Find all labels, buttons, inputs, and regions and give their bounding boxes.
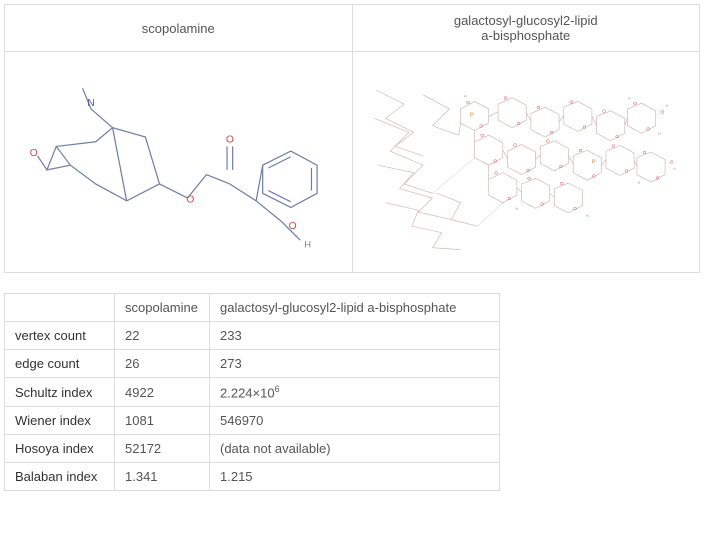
compound-name-2-line1: galactosyl-glucosyl2-lipid [454,13,598,28]
cell-value: 1081 [115,407,210,435]
svg-text:H: H [665,104,668,108]
svg-text:O: O [480,133,484,138]
svg-text:O: O [578,148,582,153]
svg-text:H: H [658,132,661,136]
cell-value: 4922 [115,378,210,407]
structure-cell-1: N O O O O H [5,52,353,273]
svg-text:O: O [582,125,586,130]
svg-text:H: H [585,214,588,218]
svg-text:O: O [573,206,577,211]
cell-value-unavailable: (data not available) [210,435,500,463]
svg-text:O: O [669,159,673,164]
cell-value: 546970 [210,407,500,435]
svg-text:P: P [469,112,473,118]
svg-text:H: H [628,97,631,101]
svg-text:O: O [513,142,517,147]
svg-text:O: O [642,150,646,155]
compound-header-1: scopolamine [5,5,353,52]
cell-value: 1.341 [115,463,210,491]
svg-text:H: H [463,95,466,99]
svg-text:O: O [611,143,615,148]
svg-text:O: O [615,134,619,139]
cell-value: 26 [115,350,210,378]
compound-name-2-line2: a-bisphosphate [481,28,570,43]
svg-text:O: O [549,130,553,135]
svg-text:O: O [507,196,511,201]
property-table: scopolamine galactosyl-glucosyl2-lipid a… [4,293,500,491]
structure-cell-2: OO OO OO OO OO OO OO OO OO OO OO OO OO O… [352,52,700,273]
svg-text:O: O [527,176,531,181]
svg-text:H: H [304,240,311,250]
svg-text:O: O [479,124,483,129]
svg-text:O: O [503,96,507,101]
svg-text:H: H [515,207,518,211]
svg-text:O: O [30,148,38,159]
compound-structure-row: N O O O O H [5,52,700,273]
svg-text:O: O [602,109,606,114]
table-row: edge count 26 273 [5,350,500,378]
svg-text:N: N [87,98,94,109]
row-label: Wiener index [5,407,115,435]
svg-text:O: O [646,126,650,131]
svg-text:O: O [633,101,637,106]
scopolamine-structure: N O O O O H [15,62,342,259]
svg-text:O: O [559,164,563,169]
svg-text:O: O [624,169,628,174]
svg-text:O: O [569,99,573,104]
svg-text:H: H [673,167,676,171]
empty-corner-cell [5,294,115,322]
cell-value: 22 [115,322,210,350]
table-row: Balaban index 1.341 1.215 [5,463,500,491]
svg-text:O: O [186,195,194,206]
row-label: Hosoya index [5,435,115,463]
svg-text:O: O [516,121,520,126]
compound-header-2: galactosyl-glucosyl2-lipid a-bisphosphat… [352,5,700,52]
cell-value: 233 [210,322,500,350]
svg-text:O: O [226,135,234,146]
row-label: Schultz index [5,378,115,407]
svg-text:O: O [494,171,498,176]
row-label: vertex count [5,322,115,350]
table-row: vertex count 22 233 [5,322,500,350]
compound-name-1: scopolamine [142,21,215,36]
cell-value: 52172 [115,435,210,463]
svg-text:P: P [591,159,595,165]
galactosyl-structure: OO OO OO OO OO OO OO OO OO OO OO OO OO O… [363,62,690,259]
svg-text:O: O [545,139,549,144]
col-header-2: galactosyl-glucosyl2-lipid a-bisphosphat… [210,294,500,322]
svg-text:O: O [536,105,540,110]
table-row: Hosoya index 52172 (data not available) [5,435,500,463]
table-row: Schultz index 4922 2.224×106 [5,378,500,407]
property-header-row: scopolamine galactosyl-glucosyl2-lipid a… [5,294,500,322]
svg-text:O: O [560,181,564,186]
compound-structure-table: scopolamine galactosyl-glucosyl2-lipid a… [4,4,700,273]
row-label: edge count [5,350,115,378]
cell-value: 1.215 [210,463,500,491]
svg-text:O: O [466,100,470,105]
cell-value: 273 [210,350,500,378]
col-header-1: scopolamine [115,294,210,322]
compound-header-row: scopolamine galactosyl-glucosyl2-lipid a… [5,5,700,52]
svg-text:O: O [591,173,595,178]
svg-text:O: O [289,221,297,232]
table-row: Wiener index 1081 546970 [5,407,500,435]
svg-text:O: O [655,175,659,180]
cell-value: 2.224×106 [210,378,500,407]
row-label: Balaban index [5,463,115,491]
svg-text:H: H [637,181,640,185]
svg-text:O: O [493,158,497,163]
svg-text:O: O [660,110,664,115]
svg-text:O: O [526,168,530,173]
svg-text:O: O [540,202,544,207]
